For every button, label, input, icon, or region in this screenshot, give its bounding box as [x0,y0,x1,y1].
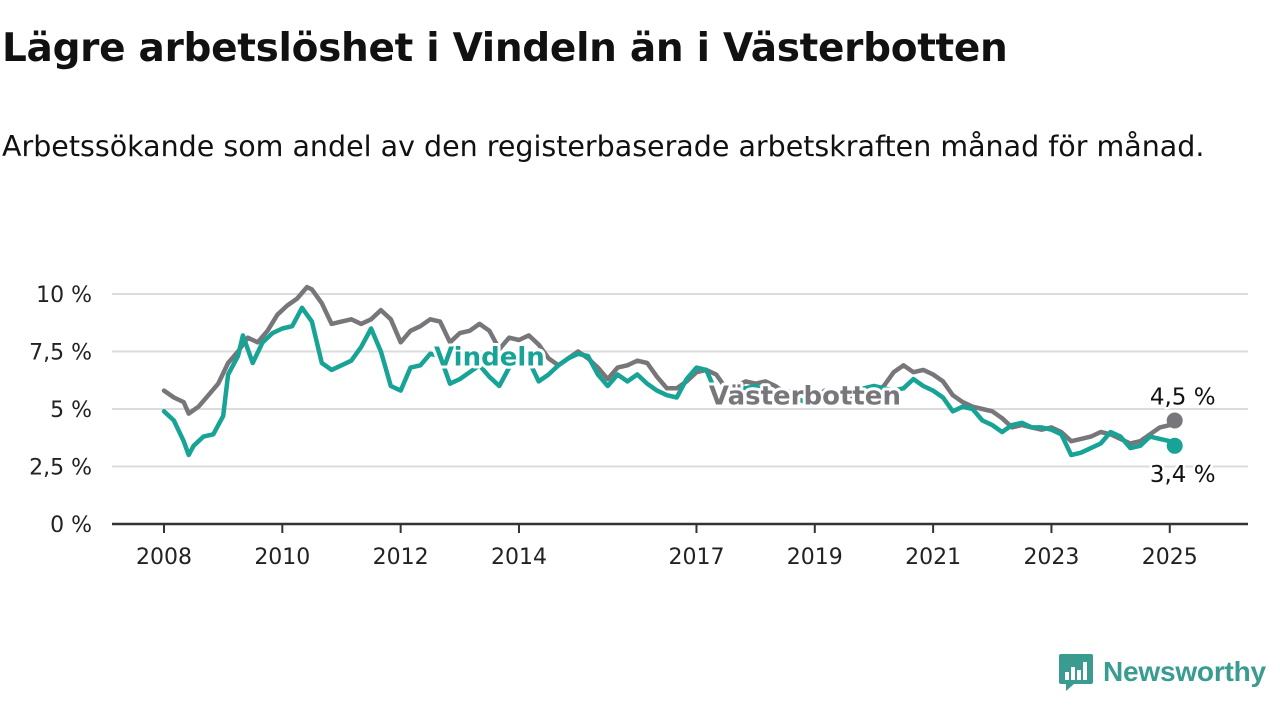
end-point [1166,437,1183,454]
x-tick-label: 2008 [136,545,192,570]
newsworthy-logo-icon [1059,654,1093,691]
chart-title: Lägre arbetslöshet i Vindeln än i Väster… [2,26,1008,71]
x-tick-label: 2019 [787,545,843,570]
y-tick-label: 5 % [50,398,92,423]
y-tick-label: 2,5 % [29,456,92,481]
series-line-vindeln [161,305,1177,458]
series-label-vindeln: Vindeln [434,342,545,372]
x-axis-ticks: 2008 2010 2012 2014 2017 2019 2021 2023 2025 [136,524,1198,570]
x-tick-label: 2014 [491,545,547,570]
brand: Newsworthy [1058,652,1266,692]
chart-subtitle: Arbetssökande som andel av den registerb… [2,130,1205,163]
series-label-vasterbotten: Västerbotten [709,381,901,411]
x-tick-label: 2023 [1023,545,1079,570]
y-tick-label: 7,5 % [29,341,92,366]
series-labels: Västerbotten Vindeln [431,339,904,414]
x-tick-label: 2017 [668,545,724,570]
end-value-label: 4,5 % [1150,385,1216,411]
end-point [1166,412,1183,429]
y-axis-ticks: 0 % 2,5 % 5 % 7,5 % 10 % [29,283,92,538]
y-tick-label: 10 % [36,283,92,308]
brand-name: Newsworthy [1103,656,1266,687]
x-tick-label: 2021 [905,545,961,570]
x-tick-label: 2025 [1142,545,1198,570]
series-lines [161,284,1177,458]
x-tick-label: 2010 [254,545,310,570]
end-value-label: 3,4 % [1150,462,1216,488]
y-tick-label: 0 % [50,513,92,538]
x-tick-label: 2012 [373,545,429,570]
series-line-vasterbotten [161,284,1177,446]
end-markers: 4,5 % 3,4 % [1147,382,1218,490]
